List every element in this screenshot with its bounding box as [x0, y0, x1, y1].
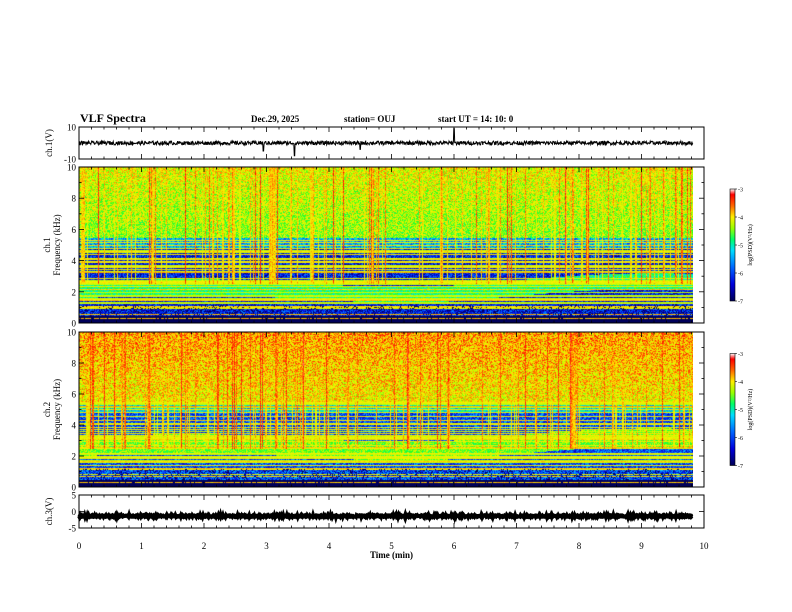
ch1-spectrogram-ylabel: Frequency (kHz): [52, 214, 62, 275]
ch3-voltage-trace: [77, 507, 694, 525]
xtick-label: 1: [139, 541, 144, 551]
ch1-spectrogram-label: ch.1: [42, 237, 52, 252]
ch2-spectrogram-ytick-label: 2: [72, 452, 77, 462]
ch2-spectrogram-ytick-label: 4: [72, 421, 77, 431]
ch1-spectrogram-image: [79, 167, 693, 323]
ch2-spectrogram-label: ch.2: [42, 402, 52, 417]
ch1-spectrogram-ytick-label: 8: [72, 194, 77, 204]
xtick-label: 8: [577, 541, 582, 551]
ch1-spectrogram-colorbar-tick: -4: [738, 216, 743, 222]
xtick-label: 2: [202, 541, 207, 551]
ch2-spectrogram-colorbar-tick: -4: [738, 380, 743, 386]
ch1-voltage-ytick-label: 10: [67, 123, 77, 133]
ch1-voltage-ytick-label: -10: [64, 155, 76, 165]
xtick-label: 7: [514, 541, 519, 551]
start-time-label: start UT = 14: 10: 0: [438, 114, 514, 124]
xtick-label: 0: [77, 541, 82, 551]
ch1-voltage-label: ch.1(V): [44, 129, 54, 157]
ch2-spectrogram-colorbar: [729, 353, 736, 466]
ch2-spectrogram-colorbar-tick: -3: [738, 352, 743, 358]
xtick-label: 3: [264, 541, 269, 551]
chart-title: VLF Spectra: [80, 111, 146, 125]
date-label: Dec.29, 2025: [251, 114, 300, 124]
ch1-voltage-trace: [78, 128, 694, 157]
x-axis-label: Time (min): [370, 550, 413, 560]
ch1-spectrogram-colorbar-label: log(PSD)(V²/Hz): [747, 224, 754, 265]
ch2-spectrogram-colorbar-tick: -6: [738, 436, 743, 442]
xtick-label: 4: [327, 541, 332, 551]
ch2-spectrogram-ytick-label: 0: [72, 483, 77, 493]
ch1-spectrogram-ytick-label: 6: [72, 225, 77, 235]
station-label: station= OUJ: [344, 114, 396, 124]
ch2-spectrogram-colorbar-label: log(PSD)(V²/Hz): [747, 389, 754, 430]
xtick-label: 5: [389, 541, 394, 551]
ch1-spectrogram-ytick-label: 4: [72, 256, 77, 266]
ch3-voltage-ytick-label: 5: [72, 491, 77, 501]
ch3-voltage-label: ch.3(V): [44, 498, 54, 526]
xtick-label: 6: [452, 541, 457, 551]
ch3-voltage-ytick-label: 0: [72, 507, 77, 517]
ch2-spectrogram-colorbar-tick: -7: [738, 464, 743, 470]
ch1-spectrogram-colorbar-tick: -7: [738, 300, 743, 306]
ch1-spectrogram-colorbar-tick: -3: [738, 188, 743, 194]
ch1-spectrogram-ytick-label: 0: [72, 319, 77, 329]
ch2-spectrogram-colorbar-tick: -5: [738, 408, 743, 414]
xtick-label: 10: [700, 541, 710, 551]
ch1-spectrogram-colorbar-tick: -5: [738, 244, 743, 250]
ch3-voltage-ytick-label: -5: [69, 524, 77, 534]
ch1-spectrogram-colorbar-tick: -6: [738, 272, 743, 278]
ch2-spectrogram-image: [79, 332, 693, 487]
ch1-spectrogram-colorbar: [729, 188, 736, 302]
ch2-spectrogram-ytick-label: 10: [67, 328, 77, 338]
xtick-label: 9: [639, 541, 644, 551]
ch1-spectrogram-ytick-label: 10: [67, 163, 77, 173]
ch2-spectrogram-ytick-label: 8: [72, 359, 77, 369]
ch2-spectrogram-ytick-label: 6: [72, 390, 77, 400]
ch2-spectrogram-ylabel: Frequency (kHz): [52, 379, 62, 440]
ch1-spectrogram-ytick-label: 2: [72, 287, 77, 297]
